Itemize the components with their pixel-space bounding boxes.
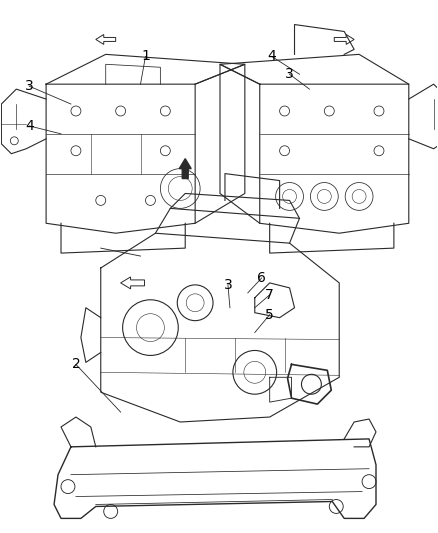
Text: 4: 4 bbox=[267, 50, 276, 63]
Polygon shape bbox=[334, 35, 354, 44]
Text: 5: 5 bbox=[265, 308, 274, 322]
Text: 7: 7 bbox=[265, 288, 274, 302]
Text: 2: 2 bbox=[71, 357, 80, 372]
Polygon shape bbox=[120, 277, 145, 289]
Circle shape bbox=[11, 137, 18, 145]
Polygon shape bbox=[96, 35, 116, 44]
Text: 4: 4 bbox=[25, 119, 34, 133]
Polygon shape bbox=[179, 159, 191, 179]
Text: 3: 3 bbox=[25, 79, 34, 93]
Text: 1: 1 bbox=[141, 50, 150, 63]
Text: 6: 6 bbox=[257, 271, 266, 285]
Text: 3: 3 bbox=[223, 278, 232, 292]
Text: 3: 3 bbox=[285, 67, 294, 81]
